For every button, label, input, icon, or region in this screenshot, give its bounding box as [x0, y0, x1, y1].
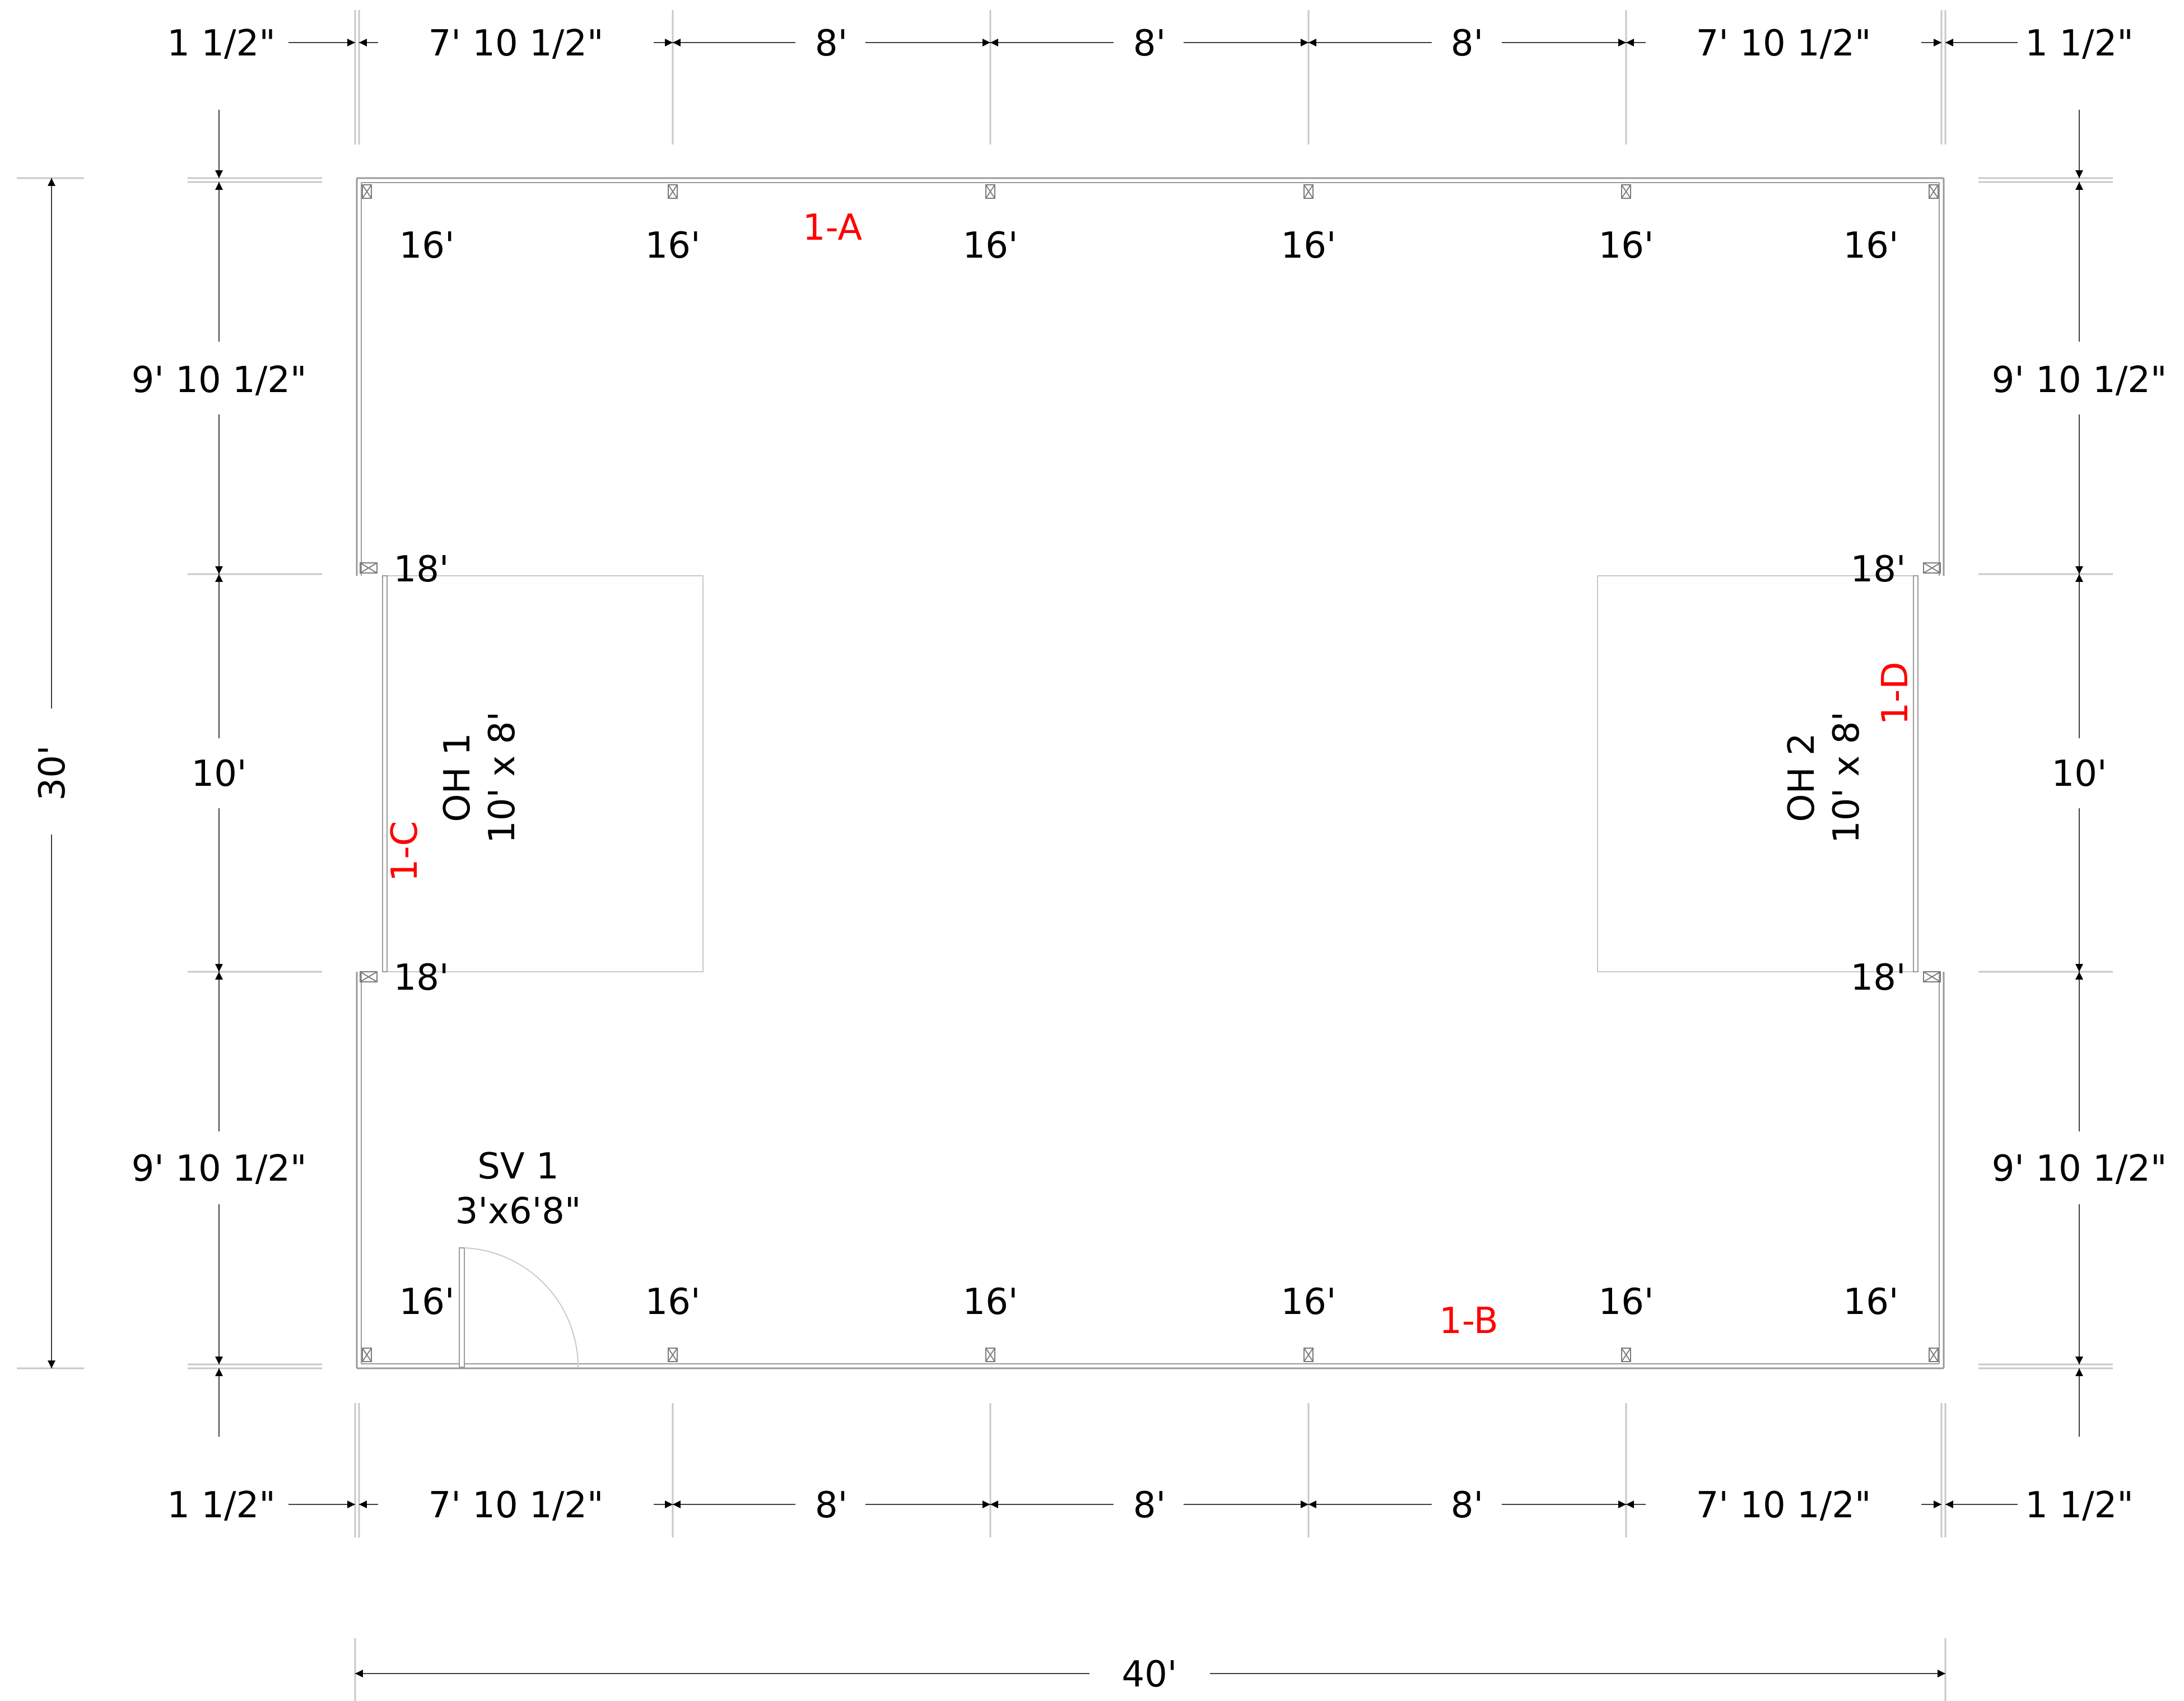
dim-top-5: 8': [1451, 23, 1483, 64]
post-labels-top: 16' 16' 16' 16' 16' 16': [399, 225, 1898, 267]
post-marker-top-6: [1929, 184, 1939, 199]
dimension-labels-right: 9' 10 1/2" 10' 9' 10 1/2": [1992, 360, 2167, 1190]
post-marker-bottom-6: [1929, 1348, 1939, 1362]
post-label-bottom-1: 16': [399, 1281, 454, 1323]
post-marker-top-1: [362, 184, 372, 199]
wall-label-d: 1-D: [1875, 661, 1916, 725]
wall-label-a: 1-A: [803, 207, 862, 249]
post-label-top-1: 16': [399, 225, 454, 267]
dim-top-7: 1 1/2": [2025, 23, 2134, 64]
dimension-string-bottom: [288, 1403, 2018, 1537]
dim-overall-depth: 30': [32, 745, 73, 800]
post-label-bottom-3: 16': [962, 1281, 1018, 1323]
post-marker-left-2: [360, 971, 378, 982]
building-outline: [356, 177, 1945, 1369]
dimension-string-top: [288, 10, 2018, 145]
oh1-door-panel: [382, 575, 388, 972]
post-label-top-4: 16': [1280, 225, 1336, 267]
dim-right-1: 9' 10 1/2": [1992, 360, 2167, 401]
dim-bottom-7: 1 1/2": [2025, 1485, 2134, 1526]
post-marker-right-1: [1923, 562, 1941, 574]
post-label-top-6: 16': [1843, 225, 1898, 267]
dim-left-2: 10': [191, 753, 246, 795]
dimension-labels-top: 1 1/2" 7' 10 1/2" 8' 8' 8' 7' 10 1/2" 1 …: [167, 23, 2134, 64]
dim-left-1: 9' 10 1/2": [132, 360, 307, 401]
dim-bottom-3: 8': [815, 1485, 847, 1526]
dimension-string-left: [188, 110, 322, 1437]
oh2-name: OH 2: [1781, 733, 1823, 822]
dim-top-2: 7' 10 1/2": [429, 23, 604, 64]
sv1-name: SV 1: [477, 1146, 558, 1187]
post-marker-top-4: [1303, 184, 1314, 199]
post-label-bottom-5: 16': [1598, 1281, 1654, 1323]
oh1-swing-area: [383, 575, 704, 972]
oh1-size: 10' x 8': [482, 711, 523, 843]
post-label-top-2: 16': [645, 225, 700, 267]
post-markers: [360, 184, 1941, 1362]
service-door: [459, 1247, 579, 1368]
dim-bottom-2: 7' 10 1/2": [429, 1485, 604, 1526]
post-marker-bottom-1: [362, 1348, 372, 1362]
post-labels-bottom: 16' 16' 16' 16' 16' 16': [399, 1281, 1898, 1323]
dim-right-2: 10': [2051, 753, 2107, 795]
dimension-overall-width: [354, 1638, 1946, 1701]
post-label-top-3: 16': [962, 225, 1018, 267]
post-marker-right-2: [1923, 971, 1941, 982]
post-marker-left-1: [360, 562, 378, 574]
post-marker-bottom-3: [985, 1348, 995, 1362]
dim-bottom-5: 8': [1451, 1485, 1483, 1526]
post-marker-top-2: [668, 184, 678, 199]
opening-labels: OH 1 10' x 8' OH 2 10' x 8' SV 1 3'x6'8": [437, 711, 1868, 1232]
dim-bottom-4: 8': [1133, 1485, 1166, 1526]
overhead-door-2: [1597, 575, 1918, 972]
dim-bottom-6: 7' 10 1/2": [1696, 1485, 1871, 1526]
post-label-bottom-2: 16': [645, 1281, 700, 1323]
oh1-name: OH 1: [437, 733, 478, 822]
post-label-bottom-4: 16': [1280, 1281, 1336, 1323]
dimension-labels-left: 9' 10 1/2" 10' 9' 10 1/2": [132, 360, 307, 1190]
oh2-door-panel: [1913, 575, 1918, 972]
overhead-door-1: [382, 575, 704, 972]
dim-bottom-1: 1 1/2": [167, 1485, 276, 1526]
post-marker-bottom-4: [1303, 1348, 1314, 1362]
dim-right-3: 9' 10 1/2": [1992, 1148, 2167, 1190]
sv1-swing-arc: [464, 1247, 579, 1368]
dim-top-3: 8': [815, 23, 847, 64]
dim-overall-width: 40': [1121, 1654, 1177, 1695]
post-marker-top-5: [1621, 184, 1631, 199]
dim-top-1: 1 1/2": [167, 23, 276, 64]
sv1-size: 3'x6'8": [455, 1191, 581, 1232]
post-labels-sides: 18' 18' 18' 18': [393, 549, 1906, 999]
post-label-right-2: 18': [1850, 957, 1906, 999]
dimension-labels-bottom: 1 1/2" 7' 10 1/2" 8' 8' 8' 7' 10 1/2" 1 …: [167, 1485, 2134, 1526]
post-label-left-1: 18': [393, 549, 449, 590]
post-marker-bottom-2: [668, 1348, 678, 1362]
post-marker-bottom-5: [1621, 1348, 1631, 1362]
post-marker-top-3: [985, 184, 995, 199]
sv1-door-leaf: [459, 1247, 465, 1368]
post-label-top-5: 16': [1598, 225, 1654, 267]
dim-left-3: 9' 10 1/2": [132, 1148, 307, 1190]
wall-label-c: 1-C: [384, 821, 426, 882]
oh2-swing-area: [1597, 575, 1917, 972]
post-label-left-2: 18': [393, 957, 449, 999]
wall-labels: 1-A 1-B 1-C 1-D: [384, 207, 1916, 1342]
wall-label-b: 1-B: [1439, 1301, 1498, 1342]
dim-top-6: 7' 10 1/2": [1696, 23, 1871, 64]
post-label-right-1: 18': [1850, 549, 1906, 590]
dim-top-4: 8': [1133, 23, 1166, 64]
dimension-overall-depth: [17, 177, 84, 1369]
post-label-bottom-6: 16': [1843, 1281, 1898, 1323]
dimension-string-right: [1978, 110, 2113, 1437]
oh2-size: 10' x 8': [1826, 711, 1868, 843]
